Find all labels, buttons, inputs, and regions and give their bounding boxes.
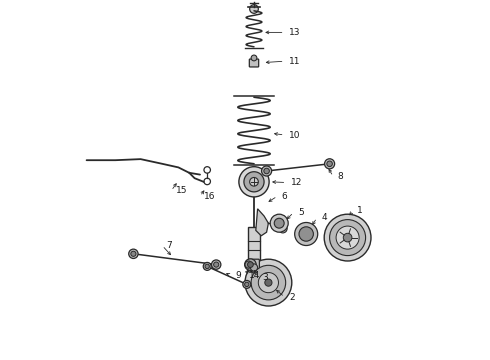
Circle shape [324, 159, 335, 169]
Text: 8: 8 [338, 172, 343, 181]
Circle shape [336, 226, 359, 249]
Circle shape [205, 264, 209, 269]
Text: 4: 4 [321, 213, 327, 222]
Circle shape [251, 55, 257, 61]
Circle shape [299, 227, 314, 241]
Circle shape [324, 214, 371, 261]
Text: 15: 15 [175, 186, 187, 195]
Circle shape [203, 262, 211, 270]
Circle shape [250, 177, 258, 186]
Circle shape [239, 167, 269, 197]
Text: 1: 1 [357, 206, 363, 215]
Circle shape [258, 273, 278, 293]
Text: 2: 2 [289, 292, 294, 302]
Text: 5: 5 [298, 208, 304, 217]
Text: 13: 13 [289, 28, 300, 37]
Circle shape [327, 161, 332, 167]
Text: 14: 14 [249, 271, 261, 280]
Circle shape [262, 166, 271, 176]
Circle shape [274, 218, 284, 228]
Text: 11: 11 [289, 57, 300, 66]
Circle shape [245, 282, 249, 287]
Circle shape [245, 259, 292, 306]
Text: 3: 3 [262, 273, 268, 282]
Circle shape [264, 168, 270, 174]
Circle shape [247, 262, 253, 267]
Polygon shape [256, 209, 269, 236]
Text: 9: 9 [235, 271, 241, 280]
Circle shape [294, 222, 318, 246]
Circle shape [251, 265, 286, 300]
Text: 10: 10 [289, 130, 300, 139]
Circle shape [330, 220, 366, 256]
Circle shape [244, 172, 264, 192]
Circle shape [265, 279, 272, 286]
Circle shape [212, 260, 221, 269]
Circle shape [245, 261, 252, 268]
Circle shape [270, 214, 288, 232]
Circle shape [214, 262, 219, 267]
Circle shape [250, 5, 258, 13]
Text: 12: 12 [291, 178, 302, 187]
Circle shape [131, 251, 136, 256]
Circle shape [278, 224, 287, 233]
Text: 7: 7 [167, 241, 172, 250]
Bar [247, 227, 261, 261]
Circle shape [245, 259, 256, 270]
FancyBboxPatch shape [249, 59, 259, 67]
Circle shape [343, 233, 352, 242]
Text: 6: 6 [282, 192, 288, 201]
FancyBboxPatch shape [248, 259, 259, 272]
Circle shape [243, 280, 251, 288]
Text: 16: 16 [204, 192, 216, 201]
Circle shape [129, 249, 138, 258]
Circle shape [250, 264, 258, 271]
